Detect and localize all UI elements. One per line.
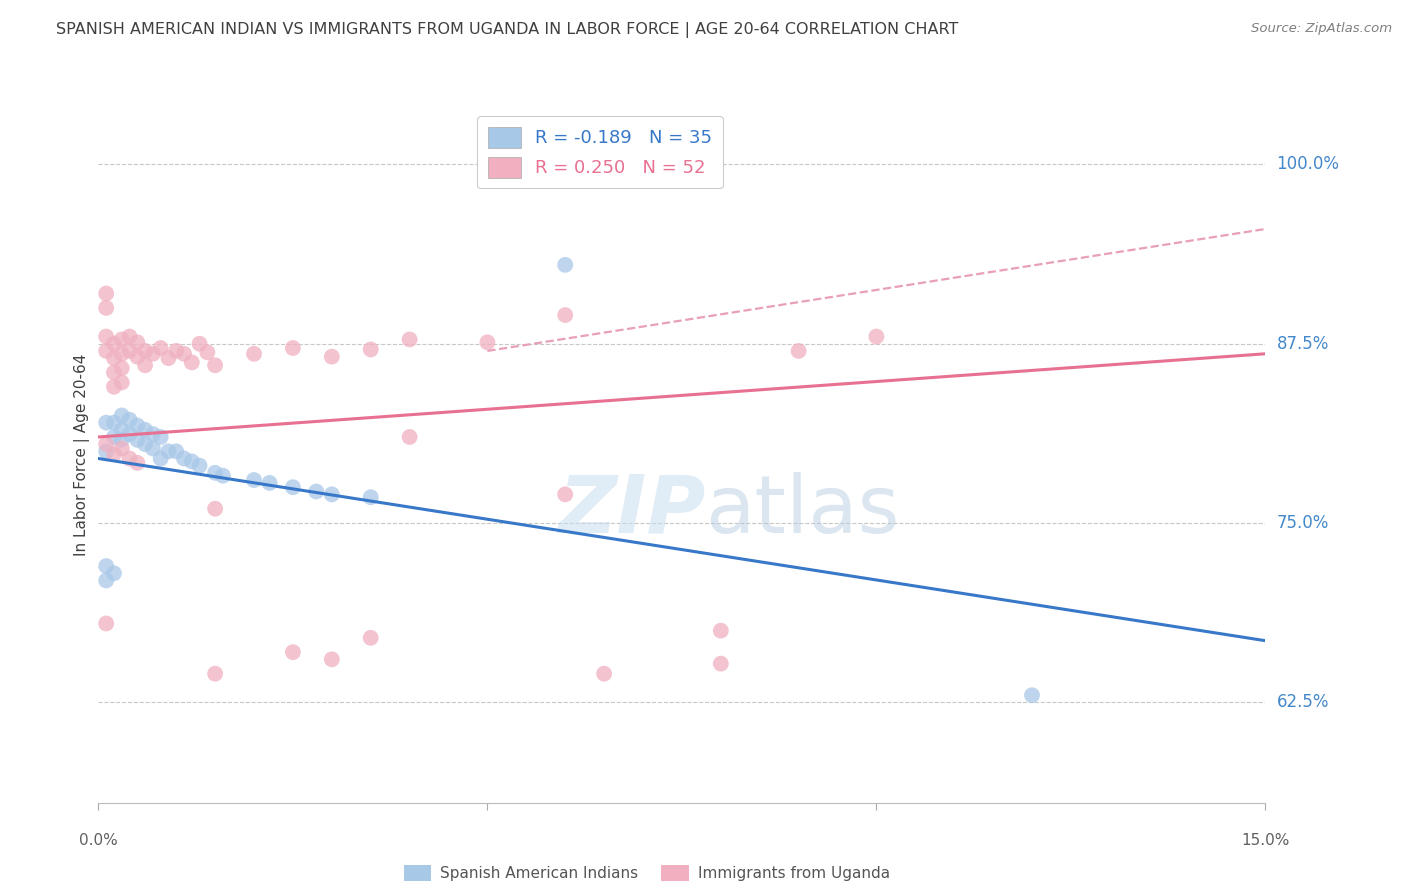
Point <box>103 366 125 380</box>
Text: ZIP: ZIP <box>558 472 706 549</box>
Point <box>149 341 172 355</box>
Point <box>398 430 420 444</box>
Point <box>142 427 165 442</box>
Point <box>321 652 343 666</box>
Point <box>360 343 382 357</box>
Point <box>127 350 149 364</box>
Point <box>360 631 382 645</box>
Point <box>118 329 141 343</box>
Point <box>142 442 165 456</box>
Point <box>103 430 125 444</box>
Point <box>127 456 149 470</box>
Point <box>243 473 266 487</box>
Text: 87.5%: 87.5% <box>1277 334 1329 352</box>
Point <box>710 624 733 638</box>
Point <box>118 451 141 466</box>
Text: atlas: atlas <box>706 472 900 549</box>
Point <box>96 301 118 315</box>
Point <box>321 350 343 364</box>
Point <box>111 361 134 376</box>
Point <box>165 343 187 358</box>
Point <box>103 380 125 394</box>
Point <box>96 416 118 430</box>
Point <box>118 343 141 358</box>
Point <box>111 442 134 456</box>
Point <box>180 355 202 369</box>
Point <box>204 466 226 480</box>
Point <box>554 258 576 272</box>
Point <box>398 333 420 347</box>
Point <box>165 444 187 458</box>
Point <box>103 566 125 581</box>
Point <box>111 333 134 347</box>
Point <box>96 559 118 574</box>
Point <box>157 444 180 458</box>
Point <box>188 458 211 473</box>
Point <box>96 437 118 451</box>
Point <box>103 336 125 351</box>
Point <box>103 447 125 461</box>
Text: SPANISH AMERICAN INDIAN VS IMMIGRANTS FROM UGANDA IN LABOR FORCE | AGE 20-64 COR: SPANISH AMERICAN INDIAN VS IMMIGRANTS FR… <box>56 22 959 38</box>
Point <box>142 347 165 361</box>
Point <box>204 501 226 516</box>
Point <box>173 451 195 466</box>
Text: 75.0%: 75.0% <box>1277 514 1329 532</box>
Point <box>787 343 810 358</box>
Point <box>1021 688 1043 702</box>
Point <box>134 343 156 358</box>
Point <box>111 376 134 390</box>
Point <box>127 418 149 433</box>
Point <box>321 487 343 501</box>
Text: 100.0%: 100.0% <box>1277 155 1340 173</box>
Point <box>111 433 134 447</box>
Point <box>554 487 576 501</box>
Y-axis label: In Labor Force | Age 20-64: In Labor Force | Age 20-64 <box>75 354 90 556</box>
Point <box>134 358 156 372</box>
Text: 62.5%: 62.5% <box>1277 693 1329 712</box>
Point <box>554 308 576 322</box>
Point <box>134 437 156 451</box>
Point <box>204 666 226 681</box>
Point <box>157 351 180 365</box>
Point <box>281 480 304 494</box>
Point <box>134 423 156 437</box>
Point <box>96 329 118 343</box>
Point <box>127 335 149 350</box>
Point <box>111 423 134 437</box>
Point <box>593 666 616 681</box>
Point <box>259 475 281 490</box>
Point <box>127 433 149 447</box>
Point <box>111 409 134 423</box>
Point <box>865 329 887 343</box>
Point <box>103 351 125 365</box>
Point <box>96 444 118 458</box>
Point <box>360 490 382 504</box>
Point <box>96 616 118 631</box>
Point <box>149 430 172 444</box>
Point <box>477 335 499 350</box>
Point <box>173 347 195 361</box>
Point <box>111 347 134 361</box>
Point <box>243 347 266 361</box>
Point <box>96 343 118 358</box>
Point <box>212 468 235 483</box>
Point <box>118 413 141 427</box>
Point <box>204 358 226 372</box>
Point <box>281 645 304 659</box>
Point <box>305 484 328 499</box>
Legend: Spanish American Indians, Immigrants from Uganda: Spanish American Indians, Immigrants fro… <box>398 859 896 888</box>
Text: 15.0%: 15.0% <box>1241 833 1289 848</box>
Point <box>188 336 211 351</box>
Point <box>195 345 218 359</box>
Point <box>710 657 733 671</box>
Point <box>96 574 118 588</box>
Point <box>118 427 141 442</box>
Point <box>281 341 304 355</box>
Text: 0.0%: 0.0% <box>79 833 118 848</box>
Text: Source: ZipAtlas.com: Source: ZipAtlas.com <box>1251 22 1392 36</box>
Point <box>103 416 125 430</box>
Point <box>180 454 202 468</box>
Point <box>149 451 172 466</box>
Point <box>96 286 118 301</box>
